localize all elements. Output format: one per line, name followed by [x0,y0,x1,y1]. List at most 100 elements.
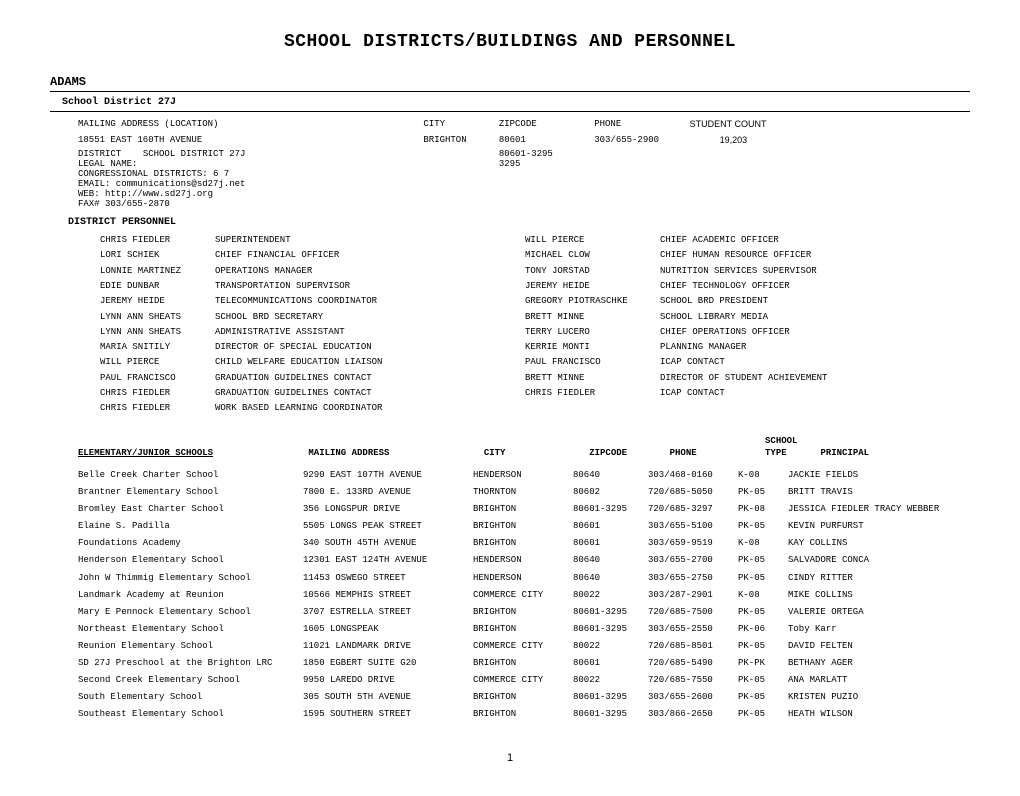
school-address: 1595 SOUTHERN STREET [303,706,473,723]
sch-hdr-type: SCHOOLTYPE [765,435,815,459]
district-heading: School District 27J [50,96,970,112]
personnel-row: LONNIE MARTINEZOPERATIONS MANAGERTONY JO… [100,264,970,279]
school-zip: 80022 [573,672,648,689]
school-name: Brantner Elementary School [78,484,303,501]
school-type: PK-05 [738,552,788,569]
personnel-row: MARIA SNITILYDIRECTOR OF SPECIAL EDUCATI… [100,340,970,355]
personnel-name: CHRIS FIEDLER [525,386,660,401]
personnel-role: CHIEF HUMAN RESOURCE OFFICER [660,248,811,263]
personnel-name: WILL PIERCE [100,355,215,370]
personnel-role: GRADUATION GUIDELINES CONTACT [215,371,525,386]
school-phone: 303/655-2750 [648,570,738,587]
school-type: PK-08 [738,501,788,518]
school-name: Second Creek Elementary School [78,672,303,689]
school-zip: 80601 [573,518,648,535]
personnel-name: WILL PIERCE [525,233,660,248]
school-name: John W Thimmig Elementary School [78,570,303,587]
school-phone: 720/685-7500 [648,604,738,621]
school-city: BRIGHTON [473,621,573,638]
personnel-name: JEREMY HEIDE [525,279,660,294]
personnel-row: CHRIS FIEDLERSUPERINTENDENTWILL PIERCECH… [100,233,970,248]
personnel-row: JEREMY HEIDETELECOMMUNICATIONS COORDINAT… [100,294,970,309]
school-phone: 303/468-0160 [648,467,738,484]
school-name: Foundations Academy [78,535,303,552]
school-zip: 80602 [573,484,648,501]
fax-line: FAX# 303/655-2870 [78,200,970,210]
school-row: Elaine S. Padilla5505 LONGS PEAK STREETB… [78,518,970,535]
personnel-role: CHIEF FINANCIAL OFFICER [215,248,525,263]
school-address: 9290 EAST 107TH AVENUE [303,467,473,484]
phone-value: 303/655-2900 [594,134,684,146]
school-row: John W Thimmig Elementary School11453 OS… [78,570,970,587]
personnel-name: LONNIE MARTINEZ [100,264,215,279]
school-phone: 720/685-8501 [648,638,738,655]
school-type: PK-05 [738,570,788,587]
school-type: PK-05 [738,604,788,621]
school-city: BRIGHTON [473,706,573,723]
school-row: Second Creek Elementary School9950 LARED… [78,672,970,689]
sch-hdr-city: CITY [484,447,584,459]
school-principal: BETHANY AGER [788,655,853,672]
personnel-role: CHIEF OPERATIONS OFFICER [660,325,790,340]
personnel-role: NUTRITION SERVICES SUPERVISOR [660,264,817,279]
school-type: PK-06 [738,621,788,638]
mailing-line: 18551 EAST 160TH AVENUE [78,134,418,146]
personnel-row: CHRIS FIEDLERGRADUATION GUIDELINES CONTA… [100,386,970,401]
personnel-role: PLANNING MANAGER [660,340,746,355]
personnel-name: JEREMY HEIDE [100,294,215,309]
school-name: Landmark Academy at Reunion [78,587,303,604]
sch-hdr-phone: PHONE [670,447,760,459]
school-name: SD 27J Preschool at the Brighton LRC [78,655,303,672]
personnel-name: PAUL FRANCISCO [525,355,660,370]
personnel-role: SCHOOL LIBRARY MEDIA [660,310,768,325]
personnel-name: GREGORY PIOTRASCHKE [525,294,660,309]
school-zip: 80601-3295 [573,621,648,638]
school-city: HENDERSON [473,570,573,587]
personnel-name: EDIE DUNBAR [100,279,215,294]
city-value: BRIGHTON [423,134,493,146]
school-city: HENDERSON [473,552,573,569]
sch-hdr-addr: MAILING ADDRESS [308,447,478,459]
school-row: Northeast Elementary School1605 LONGSPEA… [78,621,970,638]
hdr-zip: ZIPCODE [499,118,589,130]
personnel-role: CHIEF ACADEMIC OFFICER [660,233,779,248]
personnel-role: ADMINISTRATIVE ASSISTANT [215,325,525,340]
school-city: BRIGHTON [473,501,573,518]
personnel-name: CHRIS FIEDLER [100,401,215,416]
student-count-value: 19,203 [690,134,748,146]
school-address: 9950 LAREDO DRIVE [303,672,473,689]
school-type: PK-PK [738,655,788,672]
school-type: PK-05 [738,689,788,706]
school-address: 5505 LONGS PEAK STREET [303,518,473,535]
school-address: 340 SOUTH 45TH AVENUE [303,535,473,552]
school-name: Reunion Elementary School [78,638,303,655]
school-type: K-08 [738,535,788,552]
school-zip: 80640 [573,467,648,484]
personnel-name: TONY JORSTAD [525,264,660,279]
personnel-role: WORK BASED LEARNING COORDINATOR [215,401,525,416]
page-number: 1 [50,751,970,766]
school-zip: 80601-3295 [573,501,648,518]
school-phone: 303/655-2600 [648,689,738,706]
zip-value-3: 3295 [499,160,589,170]
personnel-row: LORI SCHIEKCHIEF FINANCIAL OFFICERMICHAE… [100,248,970,263]
personnel-role: ICAP CONTACT [660,386,725,401]
school-city: THORNTON [473,484,573,501]
personnel-role: SUPERINTENDENT [215,233,525,248]
hdr-mailing: MAILING ADDRESS (LOCATION) [78,118,418,130]
personnel-role: OPERATIONS MANAGER [215,264,525,279]
school-address: 1605 LONGSPEAK [303,621,473,638]
personnel-role: CHIEF TECHNOLOGY OFFICER [660,279,790,294]
personnel-role: SCHOOL BRD SECRETARY [215,310,525,325]
school-name: Bromley East Charter School [78,501,303,518]
school-principal: JACKIE FIELDS [788,467,858,484]
school-principal: KAY COLLINS [788,535,847,552]
school-city: HENDERSON [473,467,573,484]
school-address: 12301 EAST 124TH AVENUE [303,552,473,569]
sch-hdr-principal: PRINCIPAL [820,447,869,459]
school-row: Mary E Pennock Elementary School3707 EST… [78,604,970,621]
school-address: 3707 ESTRELLA STREET [303,604,473,621]
school-type: PK-05 [738,672,788,689]
school-phone: 720/685-5490 [648,655,738,672]
district-label: DISTRICT [78,149,121,159]
